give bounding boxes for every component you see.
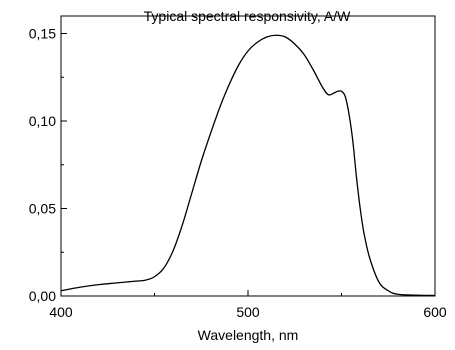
y-tick-label: 0,15 [29, 26, 56, 42]
plot-frame [60, 15, 436, 297]
x-axis-label: Wavelength, nm [198, 327, 299, 343]
y-tick-label: 0,05 [29, 201, 56, 217]
y-tick-label: 0,00 [29, 288, 56, 304]
x-tick-label: 400 [49, 304, 73, 320]
x-tick-label: 600 [423, 304, 447, 320]
x-tick-label: 500 [236, 304, 260, 320]
x-axis-ticks: 400 500 600 [49, 290, 447, 320]
series-line [60, 34, 436, 297]
y-axis-ticks: 0,00 0,05 0,10 0,15 [29, 26, 67, 304]
y-tick-label: 0,10 [29, 113, 56, 129]
